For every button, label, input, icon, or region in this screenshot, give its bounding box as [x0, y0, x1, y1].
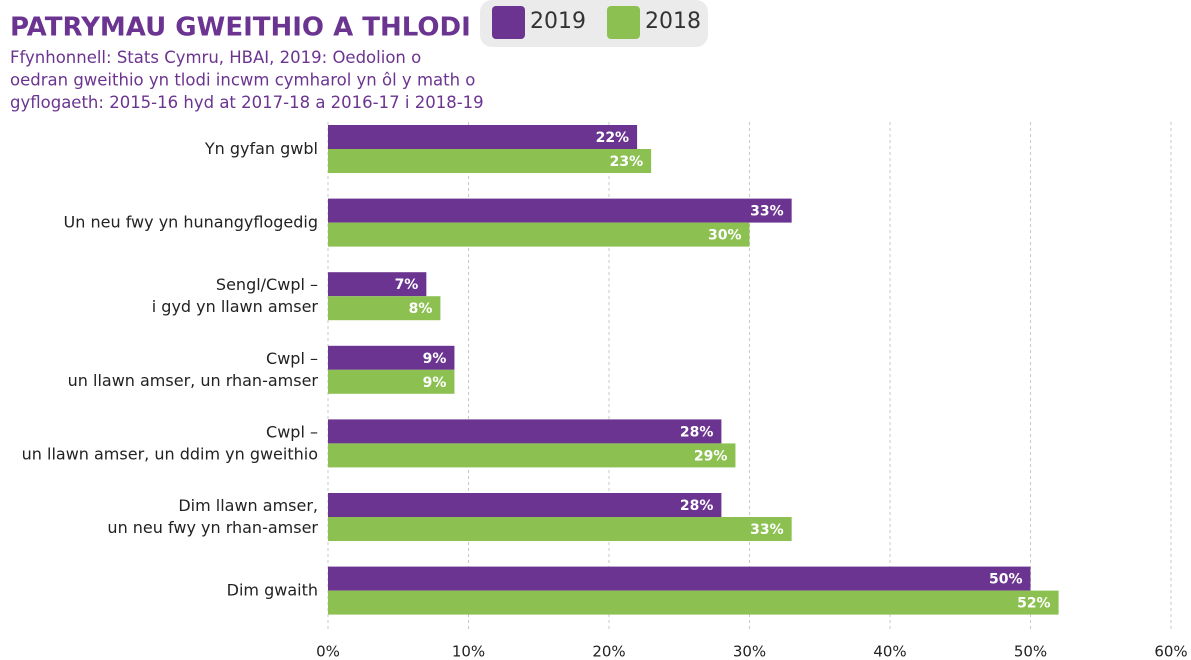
y-tick-label: Dim llawn amser, un neu fwy yn rhan-amser — [107, 496, 318, 537]
value-label: 28% — [680, 424, 714, 440]
value-label: 30% — [708, 228, 742, 244]
x-tick-label: 20% — [592, 643, 625, 660]
bar — [328, 419, 722, 444]
bar — [328, 443, 736, 468]
bar — [328, 272, 427, 297]
x-tick-label: 10% — [452, 643, 485, 660]
value-label: 9% — [423, 351, 447, 367]
y-tick-label: Un neu fwy yn hunangyflogedig — [64, 212, 318, 231]
value-label: 33% — [750, 522, 784, 538]
bar — [328, 566, 1031, 591]
value-label: 50% — [989, 572, 1023, 588]
bar — [328, 369, 455, 394]
bar — [328, 296, 441, 321]
x-tick-label: 60% — [1154, 643, 1187, 660]
value-label: 9% — [423, 375, 447, 391]
value-label: 23% — [610, 154, 644, 170]
value-label: 28% — [680, 498, 714, 514]
y-tick-label: Cwpl – un llawn amser, un ddim yn gweithi… — [22, 422, 318, 463]
value-label: 22% — [596, 130, 630, 146]
chart-subtitle: Ffynhonnell: Stats Cymru, HBAI, 2019: Oe… — [10, 48, 484, 112]
x-tick-label: 40% — [873, 643, 906, 660]
legend-label: 2019 — [530, 9, 586, 34]
bar — [328, 493, 722, 517]
x-tick-label: 30% — [733, 643, 766, 660]
bar — [328, 198, 792, 223]
bar — [328, 125, 638, 149]
legend-label: 2018 — [645, 9, 701, 34]
bar — [328, 345, 455, 370]
value-label: 33% — [750, 204, 784, 220]
value-label: 52% — [1017, 596, 1051, 612]
y-tick-label: Yn gyfan gwbl — [204, 139, 318, 158]
value-label: 29% — [694, 448, 728, 464]
x-tick-label: 50% — [1014, 643, 1047, 660]
chart-title: PATRYMAU GWEITHIO A THLODI — [10, 13, 471, 43]
bar — [328, 517, 792, 541]
bar — [328, 149, 652, 173]
y-tick-label: Dim gwaith — [227, 580, 318, 599]
bar — [328, 222, 750, 247]
bar — [328, 590, 1059, 615]
y-tick-label: Cwpl – un llawn amser, un rhan-amser — [68, 348, 319, 389]
legend-box — [480, 0, 708, 47]
y-tick-label: Sengl/Cwpl – i gyd yn llawn amser — [152, 275, 319, 316]
legend-swatch — [492, 6, 525, 39]
value-label: 8% — [409, 301, 433, 317]
legend-swatch — [607, 6, 640, 39]
value-label: 7% — [395, 277, 419, 293]
x-tick-label: 0% — [316, 643, 340, 660]
